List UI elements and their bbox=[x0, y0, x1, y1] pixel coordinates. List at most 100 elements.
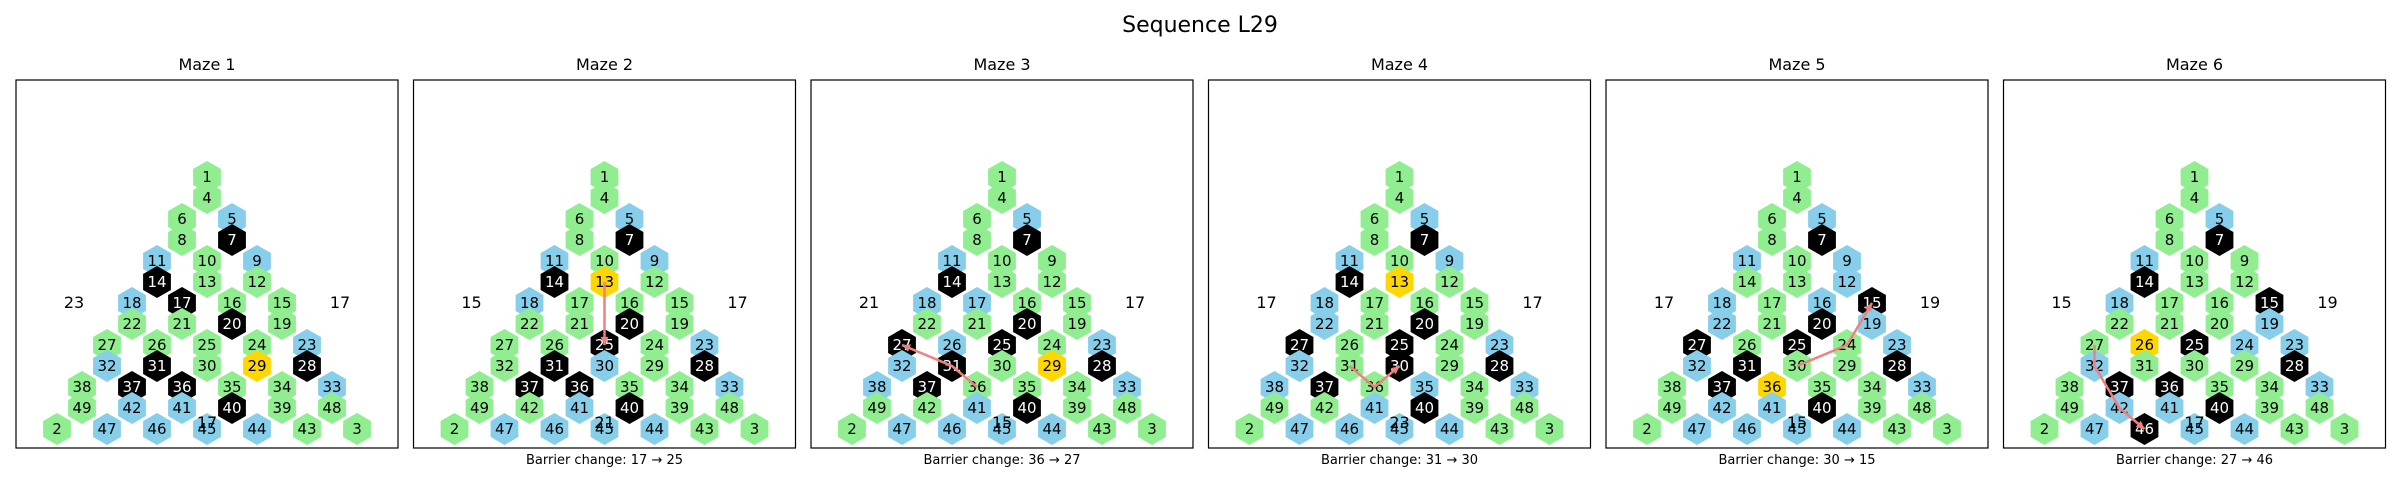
hex-cell bbox=[740, 413, 769, 445]
hex-cell bbox=[118, 287, 146, 319]
cell-number: 11 bbox=[2135, 252, 2154, 270]
hex-cell bbox=[1510, 371, 1539, 403]
cell-number: 11 bbox=[545, 252, 564, 270]
hex-cell bbox=[143, 350, 171, 382]
hex-cell bbox=[1113, 371, 1141, 403]
cell-number: 37 bbox=[1315, 378, 1334, 396]
cell-number: 36 bbox=[172, 378, 191, 396]
hex-cell bbox=[988, 245, 1016, 277]
cell-number: 8 bbox=[575, 231, 585, 249]
hex-cell bbox=[193, 413, 221, 445]
hex-cell bbox=[490, 350, 519, 382]
bottom-count: 17 bbox=[197, 413, 217, 432]
cell-number: 9 bbox=[1047, 252, 1057, 270]
hex-cell bbox=[2280, 329, 2309, 361]
hex-cell bbox=[615, 392, 644, 424]
cell-number: 32 bbox=[97, 357, 116, 375]
hex-cell bbox=[1535, 413, 1564, 445]
cell-number: 5 bbox=[2215, 210, 2225, 228]
hex-cell bbox=[515, 371, 544, 403]
hex-cell bbox=[1235, 413, 1264, 445]
cell-number: 33 bbox=[1912, 378, 1931, 396]
cell-number: 38 bbox=[470, 378, 489, 396]
cell-number: 36 bbox=[2160, 378, 2179, 396]
cell-number: 25 bbox=[1787, 336, 1806, 354]
hex-cell bbox=[515, 308, 544, 340]
hex-cell bbox=[268, 371, 296, 403]
cell-number: 16 bbox=[1017, 294, 1036, 312]
cell-number: 43 bbox=[2285, 420, 2304, 438]
hex-cell bbox=[1360, 224, 1389, 256]
cell-number: 6 bbox=[575, 210, 585, 228]
hex-cell bbox=[2230, 350, 2259, 382]
hex-cell bbox=[515, 287, 544, 319]
maze-frame bbox=[2002, 79, 2387, 449]
hex-cell bbox=[690, 350, 719, 382]
hex-cell bbox=[1038, 350, 1066, 382]
cell-number: 47 bbox=[495, 420, 514, 438]
hex-cell bbox=[2080, 413, 2109, 445]
hex-cell bbox=[938, 413, 966, 445]
cell-number: 34 bbox=[1067, 378, 1086, 396]
cell-number: 42 bbox=[1712, 399, 1731, 417]
cell-number: 35 bbox=[1415, 378, 1434, 396]
cell-number: 43 bbox=[1092, 420, 1111, 438]
cell-number: 24 bbox=[2235, 336, 2254, 354]
bottom-count: 15 bbox=[992, 413, 1012, 432]
bottom-count: 15 bbox=[1787, 413, 1807, 432]
hex-cell bbox=[863, 371, 891, 403]
cell-number: 19 bbox=[272, 315, 291, 333]
right-count: 17 bbox=[727, 293, 747, 312]
hex-cell bbox=[1013, 392, 1041, 424]
hex-cell bbox=[2230, 413, 2259, 445]
cell-number: 7 bbox=[1420, 231, 1430, 249]
cell-number: 16 bbox=[620, 294, 639, 312]
cell-number: 35 bbox=[2210, 378, 2229, 396]
cell-number: 12 bbox=[1837, 273, 1856, 291]
hex-cell bbox=[1310, 392, 1339, 424]
hex-cell bbox=[640, 266, 669, 298]
hex-cell bbox=[490, 329, 519, 361]
hex-cell bbox=[938, 266, 966, 298]
cell-number: 16 bbox=[222, 294, 241, 312]
cell-number: 3 bbox=[1147, 420, 1157, 438]
cell-number: 46 bbox=[1340, 420, 1359, 438]
hex-cell bbox=[268, 392, 296, 424]
hex-cell bbox=[193, 161, 221, 193]
hex-cell bbox=[1410, 203, 1439, 235]
cell-number: 17 bbox=[1762, 294, 1781, 312]
hex-cell bbox=[838, 413, 866, 445]
hex-cell bbox=[1335, 245, 1364, 277]
hex-cell bbox=[243, 350, 271, 382]
hex-cell bbox=[2180, 329, 2209, 361]
hex-cell bbox=[1063, 371, 1091, 403]
hex-cell bbox=[193, 245, 221, 277]
cell-number: 49 bbox=[2060, 399, 2079, 417]
cell-number: 41 bbox=[1365, 399, 1384, 417]
hex-cell bbox=[1360, 308, 1389, 340]
cell-number: 33 bbox=[322, 378, 341, 396]
hex-cell bbox=[2255, 308, 2284, 340]
hex-cell bbox=[1435, 266, 1464, 298]
hex-cell bbox=[1013, 224, 1041, 256]
hex-cell bbox=[343, 413, 371, 445]
maze-title: Maze 1 bbox=[178, 55, 235, 74]
cell-number: 26 bbox=[147, 336, 166, 354]
cell-number: 12 bbox=[645, 273, 664, 291]
cell-number: 43 bbox=[695, 420, 714, 438]
cell-number: 38 bbox=[867, 378, 886, 396]
cell-number: 3 bbox=[750, 420, 760, 438]
cell-number: 41 bbox=[2160, 399, 2179, 417]
cell-number: 13 bbox=[1390, 273, 1409, 291]
cell-number: 49 bbox=[1265, 399, 1284, 417]
cell-number: 26 bbox=[545, 336, 564, 354]
maze-frame bbox=[412, 79, 797, 449]
hex-cell bbox=[218, 392, 246, 424]
path-line bbox=[1796, 302, 1874, 368]
cell-number: 29 bbox=[645, 357, 664, 375]
cell-number: 14 bbox=[545, 273, 564, 291]
hex-cell bbox=[318, 371, 346, 403]
hex-cell bbox=[1285, 329, 1314, 361]
